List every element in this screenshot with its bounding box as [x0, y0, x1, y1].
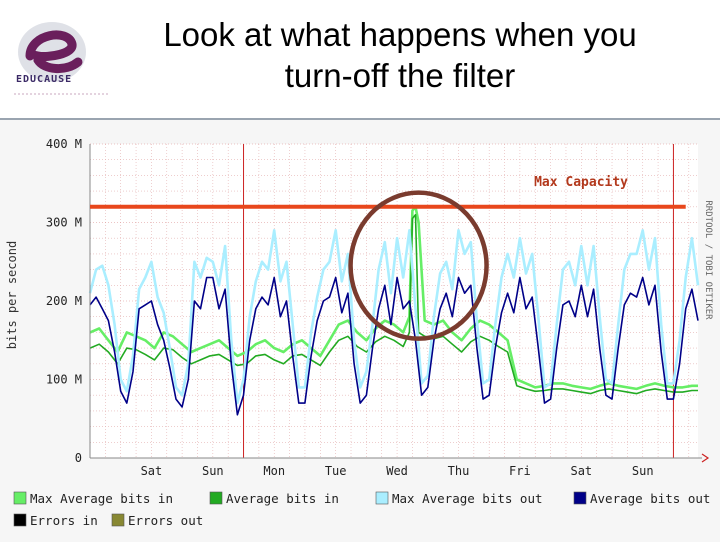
legend-label: Errors out — [128, 513, 203, 528]
series-line-4 — [89, 276, 699, 416]
y-tick-label: 0 — [75, 451, 82, 465]
x-tick-label: Thu — [448, 464, 470, 478]
legend-swatch — [375, 491, 389, 505]
slide-title: Look at what happens when you turn-off t… — [100, 14, 700, 96]
series-layer — [88, 205, 700, 416]
x-tick-label: Fri — [509, 464, 531, 478]
educause-logo: EDUCAUSE — [8, 10, 118, 105]
legend-label: Errors in — [30, 513, 98, 528]
legend-swatch — [111, 513, 125, 527]
x-tick-label: Mon — [263, 464, 285, 478]
max-capacity-label: Max Capacity — [534, 175, 628, 190]
traffic-chart-svg: 0 100 M 200 M 300 M 400 M Sat Sun Mon Tue Wed Thu F… — [0, 120, 720, 542]
legend: Max Average bits in Average bits in Max Av… — [13, 491, 710, 528]
series-line-3 — [88, 229, 700, 405]
y-tick-label: 400 M — [46, 137, 82, 151]
annotation-layer: Max Capacity — [90, 175, 686, 341]
y-axis-label: bits per second — [5, 241, 19, 349]
legend-label: Max Average bits in — [30, 491, 173, 506]
x-tick-label: Sat — [570, 464, 592, 478]
y-tick-label: 300 M — [46, 216, 82, 230]
x-tick-label: Sun — [202, 464, 224, 478]
legend-swatch — [573, 491, 587, 505]
legend-swatch — [13, 491, 27, 505]
traffic-chart: 0 100 M 200 M 300 M 400 M Sat Sun Mon Tue Wed Thu F… — [0, 118, 720, 542]
title-line-2: turn-off the filter — [284, 57, 516, 94]
x-tick-label: Wed — [386, 464, 408, 478]
x-axis-arrow — [701, 453, 710, 463]
legend-label: Average bits in — [226, 491, 339, 506]
legend-label: Average bits out — [590, 491, 710, 506]
legend-swatch — [209, 491, 223, 505]
x-tick-label: Sun — [632, 464, 654, 478]
axes-layer: 0 100 M 200 M 300 M 400 M Sat Sun Mon Tue Wed Thu F… — [46, 137, 710, 478]
legend-swatch — [13, 513, 27, 527]
highlight-circle — [348, 190, 489, 341]
x-tick-label: Tue — [325, 464, 347, 478]
series-line-1 — [89, 205, 698, 391]
rrdtool-credit: RRDTOOL / TOBI OETIKER — [703, 200, 713, 320]
legend-label: Max Average bits out — [392, 491, 543, 506]
y-tick-label: 100 M — [46, 373, 82, 387]
x-tick-label: Sat — [141, 464, 163, 478]
y-tick-label: 200 M — [46, 294, 82, 308]
title-line-1: Look at what happens when you — [163, 16, 637, 53]
logo-wordmark: EDUCAUSE — [16, 74, 72, 85]
